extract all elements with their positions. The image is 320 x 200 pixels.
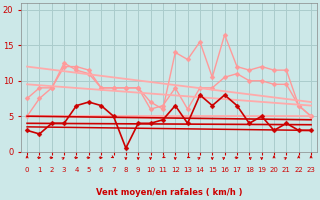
X-axis label: Vent moyen/en rafales ( km/h ): Vent moyen/en rafales ( km/h ) (96, 188, 242, 197)
